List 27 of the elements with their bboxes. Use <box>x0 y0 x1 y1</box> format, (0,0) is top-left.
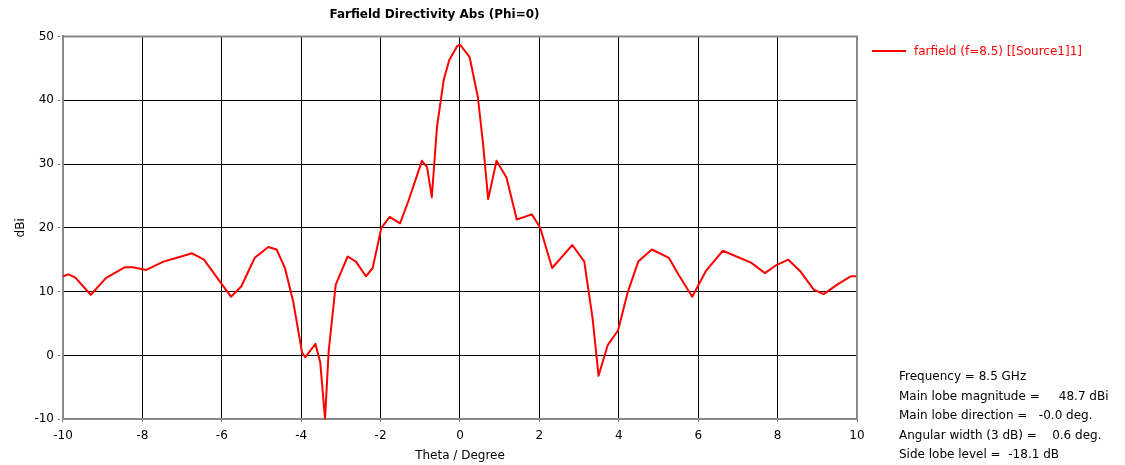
text: Frequency = 8.5 GHz <box>899 368 1028 385</box>
y-tick-label: 20 <box>38 219 54 234</box>
y-tick-label: 30 <box>38 156 54 171</box>
x-tick-label: -4 <box>295 427 308 442</box>
x-tick-label: 6 <box>694 427 703 442</box>
y-tick-label: 50 <box>38 28 54 43</box>
y-tick-label: 0 <box>46 347 54 362</box>
x-tick-label: 0 <box>456 427 464 442</box>
text: Main lobe direction = -0.0 deg. <box>899 407 1094 424</box>
x-tick-label: -6 <box>215 427 228 442</box>
legend-label: farfield (f=8.5) [[Source1]1] <box>914 44 1082 58</box>
text: Main lobe magnitude = 48.7 dBi <box>899 387 1109 405</box>
y-tick-label: 40 <box>38 92 54 107</box>
x-tick-label: 4 <box>614 427 623 442</box>
chart-title: Farfield Directivity Abs (Phi=0) <box>329 7 540 22</box>
text: Side lobe level = -18.1 dB <box>899 446 1060 463</box>
x-axis-title: Theta / Degree <box>414 447 505 462</box>
x-tick-label: -10 <box>53 427 73 442</box>
y-axis-title: dBi <box>13 218 28 238</box>
y-tick-label: 10 <box>38 283 54 298</box>
x-tick-label: -8 <box>136 427 149 442</box>
x-tick-label: 2 <box>535 427 544 442</box>
x-tick-label: 8 <box>773 427 782 442</box>
y-tick-label: -10 <box>34 411 54 426</box>
x-tick-label: 10 <box>849 427 865 442</box>
x-tick-label: -2 <box>374 427 387 442</box>
text: Angular width (3 dB) = 0.6 deg. <box>899 426 1103 444</box>
